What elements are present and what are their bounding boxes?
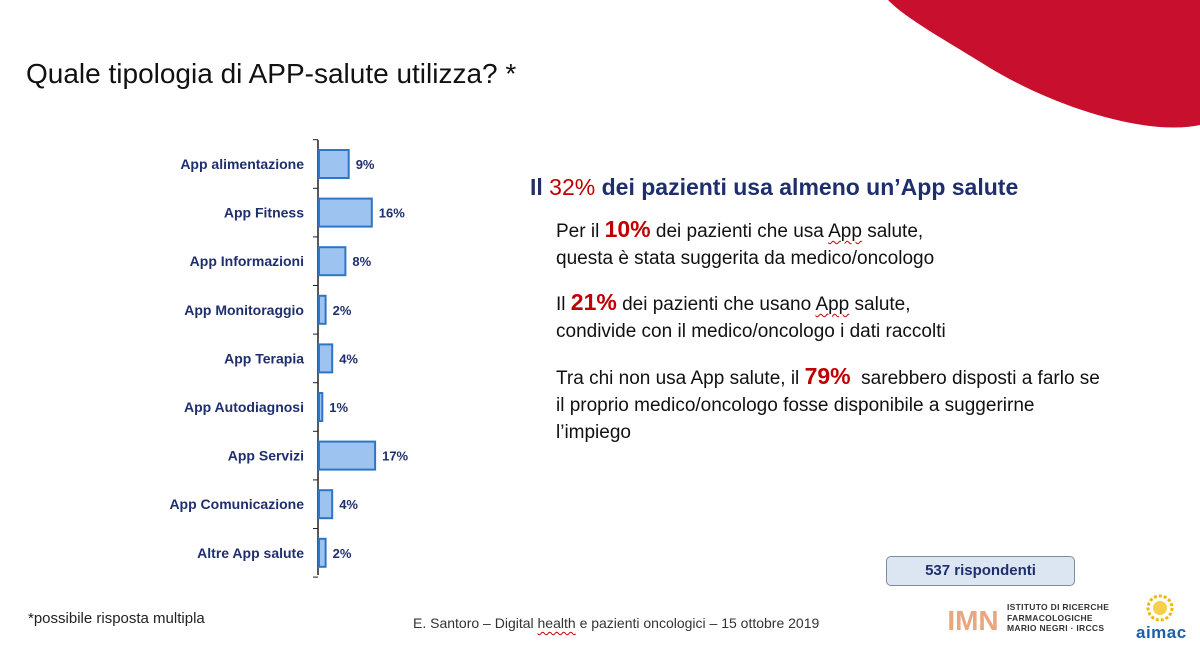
headline-statement: Il 32% dei pazienti usa almeno un’App sa… <box>530 174 1018 201</box>
data-label: 17% <box>382 449 408 464</box>
mario-negri-logo: IMN ISTITUTO DI RICERCHE FARMACOLOGICHE … <box>943 600 1109 638</box>
bar <box>318 392 324 422</box>
statement-willing-to-use: Tra chi non usa App salute, il 79% sareb… <box>556 363 1176 446</box>
imn-logo-line: ISTITUTO DI RICERCHE <box>1007 602 1110 612</box>
data-label: 2% <box>333 546 352 561</box>
data-label: 4% <box>339 351 358 366</box>
p3-percentage: 79% <box>804 363 851 389</box>
bar <box>318 343 334 374</box>
data-label: 8% <box>352 254 371 269</box>
category-label: App Terapia <box>224 350 304 366</box>
bar <box>318 537 327 568</box>
p2-mid: dei pazienti che usano <box>622 294 812 315</box>
aimac-logo: aimac <box>1130 592 1190 647</box>
statement-suggested-by-doctor: Per il 10% dei pazienti che usa App salu… <box>556 216 934 272</box>
imn-logo-line: MARIO NEGRI · IRCCS <box>1007 623 1105 633</box>
footnote: *possibile risposta multipla <box>28 610 205 627</box>
category-label: App alimentazione <box>180 156 304 172</box>
p2-after: salute, <box>854 294 911 315</box>
p2-word: App <box>815 294 850 315</box>
data-label: 2% <box>333 303 352 318</box>
footer-underlined: health <box>537 615 576 631</box>
category-label: App Servizi <box>228 448 304 464</box>
footer-after: e pazienti oncologici – 15 ottobre 2019 <box>579 615 820 631</box>
p3-line3: l’impiego <box>556 422 631 443</box>
p2-before: Il <box>556 294 566 315</box>
headline-prefix: Il <box>530 174 543 200</box>
data-label: 4% <box>339 497 358 512</box>
p1-before: Per il <box>556 221 600 242</box>
category-label: App Comunicazione <box>169 496 304 512</box>
bar <box>318 197 373 228</box>
p1-after: salute, <box>867 221 924 242</box>
aimac-logo-text: aimac <box>1136 623 1187 642</box>
p1-mid: dei pazienti che usa <box>655 221 824 242</box>
headline-suffix: dei pazienti usa almeno un’App salute <box>601 174 1019 200</box>
bar <box>318 149 350 179</box>
category-label: Altre App salute <box>197 545 304 561</box>
sun-icon <box>1146 594 1174 622</box>
headline-percentage: 32% <box>549 174 596 200</box>
p3-before: Tra chi non usa App salute, il <box>556 368 800 389</box>
imn-logo-line: FARMACOLOGICHE <box>1007 612 1093 623</box>
bar <box>318 294 327 325</box>
category-label: App Autodiagnosi <box>184 399 304 415</box>
bar <box>318 489 334 520</box>
footer-credit: E. Santoro – Digital health e pazienti o… <box>413 615 819 631</box>
p1-word: App <box>828 221 862 242</box>
p2-line2: condivide con il medico/oncologo i dati … <box>556 321 946 342</box>
data-label: 9% <box>356 157 375 172</box>
category-label: App Monitoraggio <box>184 302 304 318</box>
data-label: 1% <box>329 400 348 415</box>
statement-data-sharing: Il 21% dei pazienti che usano App salute… <box>556 289 946 345</box>
imn-logo-text: ISTITUTO DI RICERCHE FARMACOLOGICHE MARI… <box>1007 602 1109 634</box>
p2-percentage: 21% <box>570 289 617 315</box>
p1-percentage: 10% <box>604 216 651 242</box>
bar <box>318 440 377 471</box>
respondents-badge: 537 rispondenti <box>886 556 1075 586</box>
p1-line2: questa è stata suggerita da medico/oncol… <box>556 248 935 269</box>
footer-before: E. Santoro – Digital <box>413 615 534 631</box>
imn-logo-mark: IMN <box>947 605 998 636</box>
category-label: App Fitness <box>224 205 304 221</box>
category-label: App Informazioni <box>190 253 304 269</box>
p3-after: sarebbero disposti a farlo se <box>861 368 1100 389</box>
imn-logo-letters: IMN <box>947 605 998 636</box>
p3-line2: il proprio medico/oncologo fosse disponi… <box>556 395 1035 416</box>
bar <box>318 246 347 277</box>
data-label: 16% <box>379 206 405 221</box>
page-title: Quale tipologia di APP-salute utilizza? … <box>26 58 517 89</box>
